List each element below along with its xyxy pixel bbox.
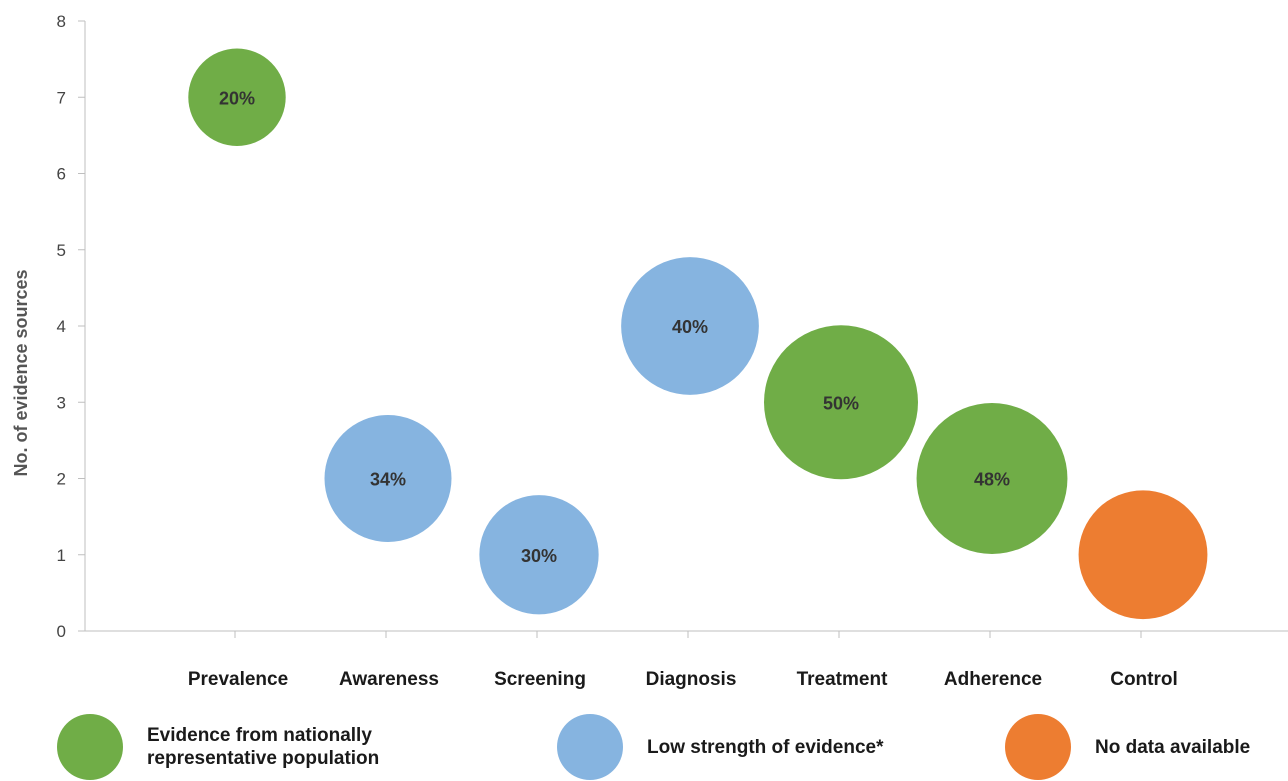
legend-label: Low strength of evidence*	[647, 736, 884, 758]
y-tick-label: 0	[57, 622, 66, 641]
bubble-data-label: 20%	[219, 88, 255, 108]
bubble-prevalence	[188, 48, 286, 146]
y-tick-label: 4	[57, 317, 66, 336]
x-category-label: Prevalence	[188, 669, 288, 690]
y-axis-title: No. of evidence sources	[11, 269, 31, 476]
x-category-label: Screening	[494, 669, 586, 690]
y-tick-label: 3	[57, 393, 66, 412]
bubble-screening	[479, 495, 599, 615]
x-axis: Prevalence Awareness Screening Diagnosis Tre…	[85, 630, 1288, 690]
bubble-treatment	[764, 325, 918, 480]
bubble-data-label: 30%	[521, 546, 557, 566]
bubble-data-label: 34%	[370, 470, 406, 490]
y-tick-label: 7	[57, 88, 66, 107]
legend-swatch	[1005, 714, 1071, 780]
bubble-adherence	[916, 403, 1068, 554]
x-category-label: Control	[1110, 669, 1178, 690]
legend-item-national: Evidence from nationally representative …	[57, 714, 379, 780]
bubble-awareness	[324, 415, 452, 542]
bubble-data-label: 48%	[974, 470, 1010, 490]
bubble-data-label: 40%	[672, 317, 708, 337]
bubble-data-label: 50%	[823, 393, 859, 413]
x-category-label: Adherence	[944, 669, 1042, 690]
legend-item-low: Low strength of evidence*	[557, 714, 883, 780]
y-axis: 0 1 2 3 4 5 6 7 8	[57, 12, 86, 641]
legend-item-none: No data available	[1005, 714, 1250, 780]
y-tick-label: 6	[57, 165, 66, 184]
bubble-diagnosis	[621, 257, 759, 395]
legend-swatch	[57, 714, 123, 780]
y-tick-label: 1	[57, 546, 66, 565]
bubble-control	[1078, 490, 1208, 620]
x-category-label: Awareness	[339, 669, 439, 690]
x-category-label: Diagnosis	[646, 669, 737, 690]
x-category-label: Treatment	[797, 669, 888, 690]
legend-label: No data available	[1095, 736, 1251, 758]
y-tick-label: 8	[57, 12, 66, 31]
bubbles: 20% 34% 30% 40% 50% 48%	[188, 48, 1208, 620]
y-tick-label: 2	[57, 470, 66, 489]
legend-label: Evidence from nationally representative …	[147, 725, 380, 769]
y-tick-label: 5	[57, 241, 66, 260]
legend-swatch	[557, 714, 623, 780]
